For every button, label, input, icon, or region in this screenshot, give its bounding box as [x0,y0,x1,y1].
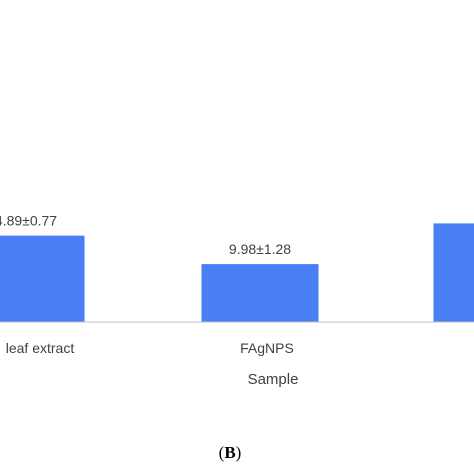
x-axis-title: Sample [248,371,299,388]
bar-2 [433,223,474,322]
data-label-0: 4.89±0.77 [0,213,57,229]
panel-label: (B) [219,443,242,462]
data-label-1: 9.98±1.28 [229,241,291,257]
panel-label-open: ( [219,443,225,462]
x-tick-label-1: FAgNPS [240,340,294,356]
bars-group [0,223,474,322]
bar-0 [0,235,85,322]
x-tick-labels-group: leaf extractFAgNPSU [6,340,294,356]
data-labels-group: 4.89±0.779.98±1.2817 [0,213,291,257]
panel-label-close: ) [236,443,242,462]
x-tick-label-0: leaf extract [6,340,75,356]
bar-1 [201,264,319,322]
panel-label-letter: B [224,443,235,462]
